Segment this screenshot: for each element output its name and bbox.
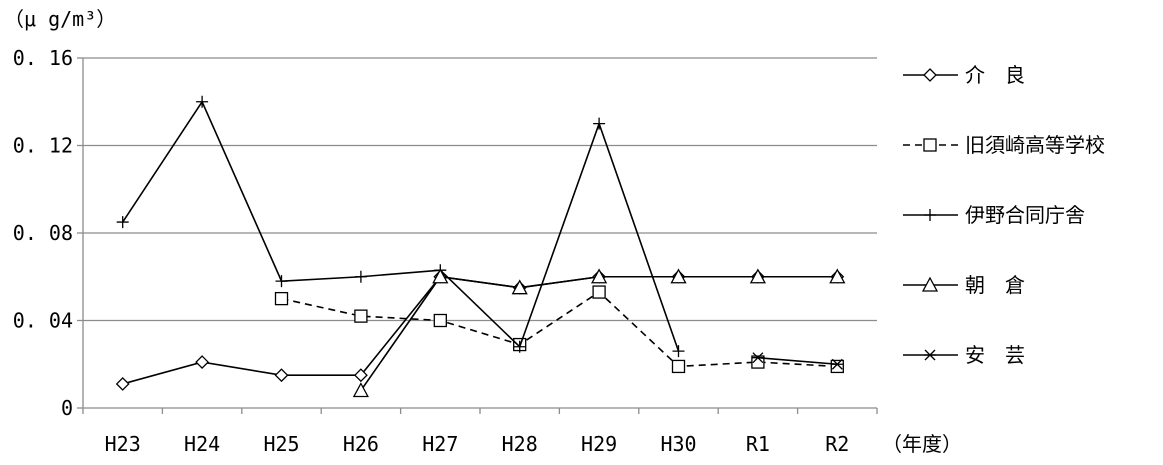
triangle-marker <box>749 268 766 284</box>
x-axis-ticks: H23 H24 H25 H26 H27 H28 H29 H30 R1 R2 <box>82 408 878 456</box>
triangle-marker <box>921 276 939 292</box>
square-marker <box>433 313 447 328</box>
legend-item-2: 旧須崎高等学校 <box>903 133 1105 157</box>
y-tick-label: 0. 12 <box>13 134 73 158</box>
y-tick-label: 0 <box>61 396 73 420</box>
y-axis-ticks: 0 0. 04 0. 08 0. 12 0. 16 <box>13 46 83 420</box>
x-tick-label: H30 <box>660 432 696 456</box>
x-tick-label: R1 <box>746 432 770 456</box>
diamond-marker <box>353 368 368 383</box>
y-tick-label: 0. 04 <box>13 309 73 333</box>
triangle-marker <box>352 382 369 398</box>
asterisk-marker <box>751 352 764 364</box>
square-marker <box>274 291 289 306</box>
legend-item-3: 伊野合同庁舎 <box>903 203 1085 227</box>
x-tick-label: H25 <box>263 432 299 456</box>
legend-item-5: 安 芸 <box>903 343 1025 367</box>
x-tick-label: R2 <box>825 432 849 456</box>
square-marker <box>923 138 937 152</box>
legend-item-1: 介 良 <box>903 63 1025 87</box>
series-5 <box>751 352 844 370</box>
plus-marker <box>513 340 526 353</box>
plus-marker <box>116 216 129 229</box>
x-tick-label: H29 <box>581 432 617 456</box>
triangle-marker <box>670 268 687 284</box>
square-marker <box>830 359 844 374</box>
plus-marker <box>593 117 606 130</box>
diamond-marker <box>923 68 937 82</box>
series-2 <box>274 285 844 374</box>
series-line <box>757 356 838 366</box>
triangle-marker <box>511 279 528 295</box>
series-line <box>122 275 838 385</box>
plus-marker <box>672 345 685 358</box>
x-tick-label: H26 <box>343 432 379 456</box>
triangle-marker <box>432 268 449 284</box>
plus-marker <box>354 270 367 283</box>
series-line <box>281 291 838 368</box>
square-marker <box>751 355 765 369</box>
x-tick-label: H27 <box>422 432 458 456</box>
legend-label: 介 良 <box>965 63 1025 87</box>
x-tick-label: H23 <box>105 432 141 456</box>
plus-marker <box>196 95 209 108</box>
square-marker <box>671 359 686 374</box>
legend-label: 朝 倉 <box>965 273 1025 297</box>
grid-lines <box>83 57 877 322</box>
y-tick-label: 0. 08 <box>13 221 73 245</box>
triangle-marker <box>829 268 846 284</box>
asterisk-marker <box>831 358 844 370</box>
series-1 <box>115 269 845 391</box>
x-tick-label: H28 <box>502 432 538 456</box>
series-4 <box>352 268 846 398</box>
diamond-marker <box>115 377 130 391</box>
x-tick-label: H24 <box>184 432 220 456</box>
legend-label: 安 芸 <box>965 343 1025 367</box>
diamond-marker <box>195 355 210 369</box>
y-axis-unit-label: （μ g/m³） <box>4 7 116 31</box>
square-marker <box>592 285 606 299</box>
asterisk-marker <box>924 349 936 361</box>
plus-marker <box>924 209 936 221</box>
y-tick-label: 0. 16 <box>13 46 73 70</box>
series-group <box>115 95 846 398</box>
legend-label: 旧須崎高等学校 <box>965 133 1105 157</box>
legend-label: 伊野合同庁舎 <box>965 203 1085 227</box>
series-line <box>122 100 680 352</box>
x-axis-label: （年度） <box>882 432 962 456</box>
square-marker <box>354 309 368 323</box>
legend-item-4: 朝 倉 <box>903 273 1025 297</box>
plus-marker <box>275 275 288 288</box>
triangle-marker <box>591 268 608 284</box>
diamond-marker <box>274 368 289 383</box>
